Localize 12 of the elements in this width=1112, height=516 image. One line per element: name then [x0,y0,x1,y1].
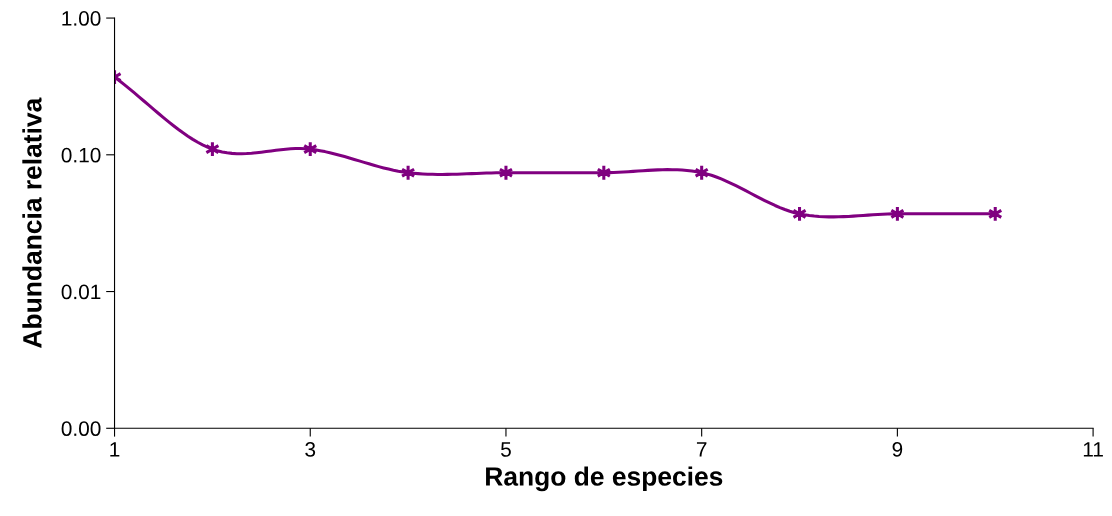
y-tick-label: 1.00 [62,11,101,26]
x-tick-label: 11 [1083,442,1103,457]
x-axis-title: Rango de especies [486,466,723,492]
y-tick-label: 0.01 [61,284,101,300]
y-axis-title: Abundancia relativa [22,97,42,348]
x-tick-label: 5 [501,442,511,457]
x-tick-label: 9 [892,442,903,457]
x-tick-label: 1 [110,442,120,457]
y-tick-label: 0.00 [61,421,101,437]
x-tick-label: 3 [305,442,316,457]
x-tick-label: 7 [696,442,707,457]
y-tick-label: 0.10 [61,147,101,163]
